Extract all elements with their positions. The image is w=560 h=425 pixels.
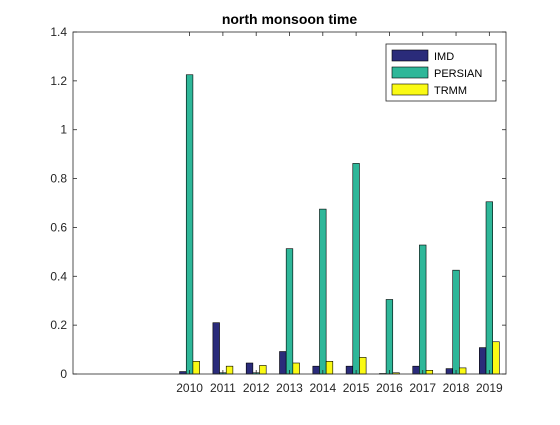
y-tick-label: 0.2 [50,318,67,332]
bar-persian-2014 [319,208,327,375]
y-tick-label: 1.2 [50,74,67,88]
bar-persian-2016 [385,299,394,375]
y-tick-label: 0.4 [50,269,67,283]
x-tick-label: 2016 [376,381,403,395]
bar-persian-2019 [485,201,493,375]
legend-label-trmm: TRMM [434,85,467,97]
x-tick-label: 2013 [276,381,303,395]
y-tick-label: 1 [60,123,67,137]
bar-imd-2012 [245,362,254,375]
y-tick-label: 0.8 [50,172,67,186]
bar-imd-2018 [445,368,454,375]
bar-trmm-2017 [425,370,434,375]
bar-persian-2010 [185,74,194,375]
bar-trmm-2013 [292,362,300,375]
bar-trmm-2012 [259,365,267,375]
bar-imd-2013 [279,351,287,375]
bar-imd-2011 [212,322,220,375]
bar-trmm-2010 [192,360,200,375]
y-tick-label: 0 [60,367,67,381]
bar-trmm-2019 [492,341,500,375]
bar-imd-2017 [412,365,420,375]
x-tick-label: 2012 [243,381,270,395]
x-tick-label: 2014 [309,381,336,395]
legend-swatch-persian [391,66,429,79]
bar-trmm-2014 [325,360,334,375]
legend-swatch-trmm [391,83,429,96]
legend: IMD PERSIAN TRMM [385,43,497,102]
axes-layer: 0 0.2 0.4 0.6 0.8 1 1.2 1.4 2010 2011 2012 2013 2014… [50,25,507,395]
legend-label-imd: IMD [434,51,454,63]
bar-imd-2014 [312,365,320,375]
bar-persian-2015 [352,163,360,375]
x-tick-label: 2015 [343,381,370,395]
y-tick-label: 0.6 [50,220,67,234]
x-tick-label: 2019 [476,381,503,395]
bar-persian-2017 [419,244,427,375]
bar-trmm-2015 [359,357,367,375]
x-tick-label: 2010 [176,381,203,395]
legend-label-persian: PERSIAN [434,68,482,80]
bar-imd-2019 [479,347,487,375]
legend-swatch-imd [391,49,429,62]
bar-persian-2013 [285,248,294,375]
bar-trmm-2011 [225,365,234,375]
bar-trmm-2018 [459,367,467,375]
y-tick-label: 1.4 [50,25,67,39]
x-tick-label: 2011 [210,381,236,395]
x-tick-label: 2017 [409,381,436,395]
bar-imd-2015 [345,365,354,375]
x-tick-label: 2018 [443,381,470,395]
bar-persian-2018 [452,269,460,375]
chart-title: north monsoon time [222,11,358,27]
